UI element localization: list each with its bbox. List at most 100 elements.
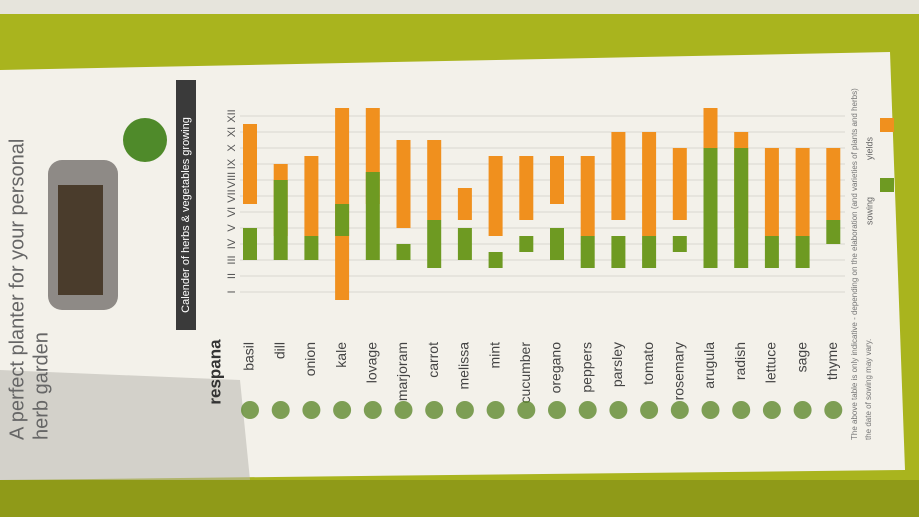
herb-label: melissa	[456, 342, 472, 390]
month-label: VI	[226, 207, 238, 217]
legend-swatch	[880, 118, 894, 132]
box-bottom	[0, 480, 919, 517]
month-label: I	[226, 290, 238, 293]
herb-label: sage	[793, 342, 809, 373]
herb-icon	[824, 401, 843, 419]
footnote: The above table is only indicative - dep…	[850, 88, 859, 440]
brand: respana	[205, 339, 224, 405]
herb-icon	[793, 401, 812, 419]
month-label: III	[226, 255, 238, 264]
herb-icon	[455, 401, 474, 419]
month-label: X	[226, 144, 238, 152]
legend-label: sowing	[864, 197, 874, 225]
range-bar	[611, 236, 626, 268]
range-bar	[764, 148, 779, 236]
planter-soil	[58, 185, 103, 295]
range-bar	[243, 228, 257, 260]
herb-label: kale	[333, 342, 349, 368]
herb-label: oregano	[548, 342, 564, 394]
month-label: IV	[226, 238, 238, 249]
month-label: V	[226, 224, 238, 232]
herb-label: onion	[302, 342, 318, 376]
shadow	[0, 370, 250, 480]
herb-icon	[486, 401, 505, 419]
range-bar	[396, 244, 411, 260]
range-bar	[734, 148, 749, 268]
range-bar	[365, 172, 380, 260]
heading: A perfect planter for your personal	[6, 139, 28, 440]
herb-icon	[241, 401, 259, 419]
range-bar	[826, 148, 841, 220]
month-label: VII	[226, 189, 238, 202]
range-bar	[457, 228, 472, 260]
month-label: II	[226, 273, 238, 279]
herb-icon	[302, 401, 321, 419]
range-bar	[764, 236, 779, 268]
herb-icon	[425, 401, 444, 419]
herb-label: tomato	[640, 342, 656, 385]
herb-image	[123, 118, 167, 162]
range-bar	[795, 236, 810, 268]
herb-icon	[578, 401, 597, 419]
range-bar	[672, 148, 687, 220]
herb-icon	[609, 401, 628, 419]
range-bar	[550, 156, 564, 204]
range-bar	[703, 148, 718, 268]
herb-icon	[640, 401, 659, 419]
herb-icon	[701, 401, 720, 419]
range-bar	[519, 236, 534, 252]
range-bar	[396, 140, 411, 228]
herb-label: peppers	[578, 342, 594, 393]
herb-label: lovage	[364, 342, 380, 383]
range-bar	[611, 132, 626, 220]
range-bar	[457, 188, 472, 220]
heading: herb garden	[30, 332, 52, 440]
month-label: XII	[226, 109, 238, 122]
range-bar	[273, 180, 288, 260]
herb-label: lettuce	[763, 342, 779, 383]
herb-label: carrot	[425, 342, 441, 378]
chart-title: Calender of herbs & vegetables growing	[180, 117, 192, 313]
chart: Calender of herbs & vegetables growing re…	[6, 88, 894, 440]
herb-label: parsley	[609, 342, 625, 387]
herb-label: dill	[271, 342, 287, 359]
title-strip	[176, 80, 196, 330]
range-bar	[642, 236, 657, 268]
herb-icon	[363, 401, 382, 419]
range-bar	[826, 220, 841, 244]
month-label: IX	[226, 158, 238, 169]
month-label: VIII	[226, 172, 238, 189]
range-bar	[488, 156, 503, 236]
herb-icon	[732, 401, 751, 419]
herb-label: marjoram	[394, 342, 410, 401]
herb-icon	[333, 401, 352, 419]
footnote: the date of sowing may vary.	[864, 339, 873, 440]
herb-label: arugula	[701, 342, 717, 389]
herb-label: rosemary	[671, 342, 687, 400]
range-bar	[243, 124, 257, 204]
herb-label: cucumber	[517, 342, 533, 404]
range-bar	[304, 236, 319, 260]
herb-label: basil	[241, 342, 257, 371]
range-bar	[488, 252, 503, 268]
herb-label: radish	[732, 342, 748, 380]
herb-label: thyme	[824, 342, 840, 380]
herb-icon	[517, 401, 536, 419]
range-bar	[304, 156, 319, 236]
herb-label: mint	[486, 342, 502, 369]
range-bar	[672, 236, 687, 252]
range-bar	[519, 156, 534, 220]
range-bar	[580, 156, 595, 236]
range-bar	[427, 140, 442, 220]
range-bar	[642, 132, 657, 236]
legend-swatch	[880, 178, 894, 192]
herb-icon	[762, 401, 781, 419]
herb-icon	[271, 401, 290, 419]
range-bar	[335, 204, 350, 236]
range-bar	[550, 228, 564, 260]
range-bar	[427, 220, 442, 268]
herb-icon	[394, 401, 413, 419]
range-bar	[795, 148, 810, 236]
herb-icon	[548, 401, 566, 419]
